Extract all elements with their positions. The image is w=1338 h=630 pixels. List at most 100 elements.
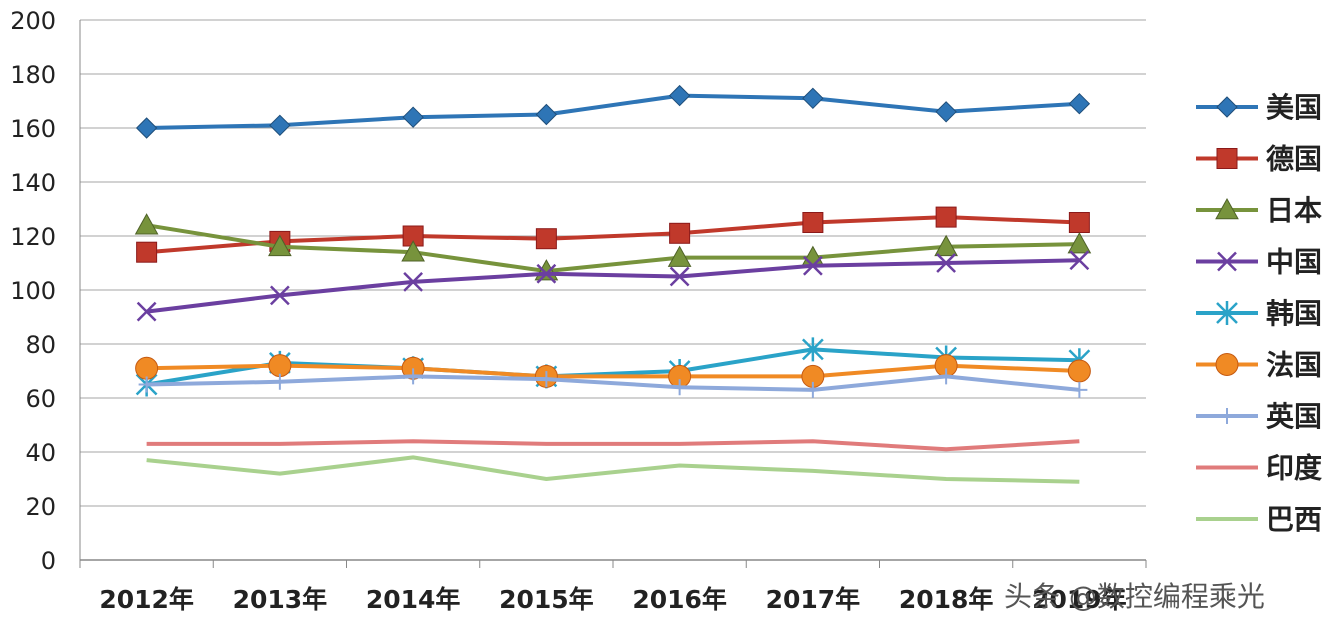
legend-label: 中国 (1266, 246, 1322, 279)
x-tick-label: 2014年 (366, 585, 461, 614)
data-point (669, 266, 690, 287)
data-point (667, 245, 692, 267)
series-line (146, 374, 1080, 392)
data-point (804, 381, 821, 398)
data-point (271, 373, 288, 390)
legend-item: 英国 (1196, 400, 1322, 433)
watermark: 头条 @数控编程乘光 (1004, 580, 1265, 613)
data-point (134, 213, 159, 235)
data-point (401, 240, 425, 262)
data-point (403, 272, 424, 292)
x-tick-label: 2015年 (499, 585, 594, 614)
legend-label: 美国 (1266, 91, 1322, 124)
legend-label: 德国 (1266, 143, 1322, 176)
watermark-group: 头条 @数控编程乘光 (1004, 580, 1265, 613)
data-point (268, 354, 292, 378)
series-line (146, 215, 1080, 255)
data-point (268, 234, 292, 257)
series-line (146, 93, 1080, 130)
data-point (668, 84, 691, 107)
legend-item: 韩国 (1196, 297, 1322, 330)
legend-label: 巴西 (1266, 503, 1322, 536)
y-axis-ticks: 0 20 40 60 80 100 120 140 160 180 200 (10, 7, 56, 575)
series-7 (146, 439, 1080, 452)
legend-item: 日本 (1196, 194, 1322, 227)
data-point (135, 117, 158, 139)
data-point (802, 212, 824, 233)
data-point (136, 301, 157, 322)
x-tick-label: 2018年 (899, 585, 994, 614)
data-point (535, 103, 558, 126)
data-point (1216, 301, 1238, 325)
series-group (134, 84, 1092, 484)
data-point (536, 263, 557, 284)
series-3 (136, 250, 1090, 322)
data-point (801, 337, 824, 362)
data-point (802, 255, 823, 276)
data-point (938, 368, 955, 385)
series-line (146, 223, 1080, 274)
data-point (935, 206, 957, 228)
y-tick-label: 100 (10, 277, 56, 305)
legend-label: 英国 (1266, 400, 1322, 433)
data-point (1215, 353, 1239, 376)
data-point (402, 106, 424, 128)
axes (79, 20, 1147, 568)
x-tick-label: 2012年 (99, 585, 194, 614)
data-point (936, 253, 957, 273)
series-line (146, 363, 1080, 379)
legend-item: 法国 (1196, 349, 1322, 382)
series-8 (146, 455, 1080, 484)
data-point (934, 234, 958, 257)
data-point (269, 285, 290, 306)
series-line (146, 347, 1080, 387)
data-point (1067, 359, 1091, 383)
data-point (802, 87, 824, 110)
y-tick-label: 120 (10, 223, 56, 251)
series-0 (135, 84, 1091, 139)
data-point (669, 222, 691, 244)
data-point (136, 241, 158, 263)
data-point (935, 101, 957, 123)
data-point (671, 379, 688, 396)
x-axis-ticks: 2012年 2013年 2014年 2015年 2016年 2017年 2018年 2019年 (99, 585, 1126, 614)
data-point (135, 356, 159, 380)
legend-label: 印度 (1266, 452, 1322, 485)
data-point (1219, 408, 1235, 424)
data-point (1068, 92, 1091, 115)
series-6 (138, 368, 1088, 398)
data-point (1067, 232, 1092, 254)
x-tick-label: 2019年 (1032, 585, 1127, 614)
y-tick-label: 160 (10, 115, 56, 143)
legend-item: 德国 (1196, 143, 1322, 176)
data-point (1068, 212, 1090, 233)
y-tick-label: 0 (41, 547, 56, 575)
data-point (269, 114, 291, 137)
data-point (138, 376, 155, 393)
legend-item: 中国 (1196, 246, 1322, 279)
y-tick-label: 140 (10, 169, 56, 197)
legend-item: 印度 (1196, 452, 1322, 485)
y-tick-label: 200 (10, 7, 56, 35)
x-tick-label: 2017年 (766, 585, 861, 614)
legend-label: 韩国 (1266, 297, 1322, 330)
data-point (1217, 251, 1237, 272)
series-line (146, 258, 1080, 314)
y-tick-label: 180 (10, 61, 56, 89)
data-point (535, 228, 557, 250)
y-tick-label: 60 (25, 385, 56, 413)
data-point (1071, 381, 1088, 398)
legend-item: 美国 (1196, 91, 1322, 124)
x-tick-label: 2013年 (233, 585, 328, 614)
y-tick-label: 20 (25, 493, 56, 521)
data-point (405, 368, 422, 385)
data-point (1215, 197, 1239, 220)
legend-item: 巴西 (1196, 503, 1322, 536)
data-point (1216, 96, 1238, 118)
data-point (538, 371, 555, 388)
data-point (1069, 250, 1090, 271)
series-line (146, 439, 1080, 452)
legend-label: 日本 (1266, 194, 1322, 227)
